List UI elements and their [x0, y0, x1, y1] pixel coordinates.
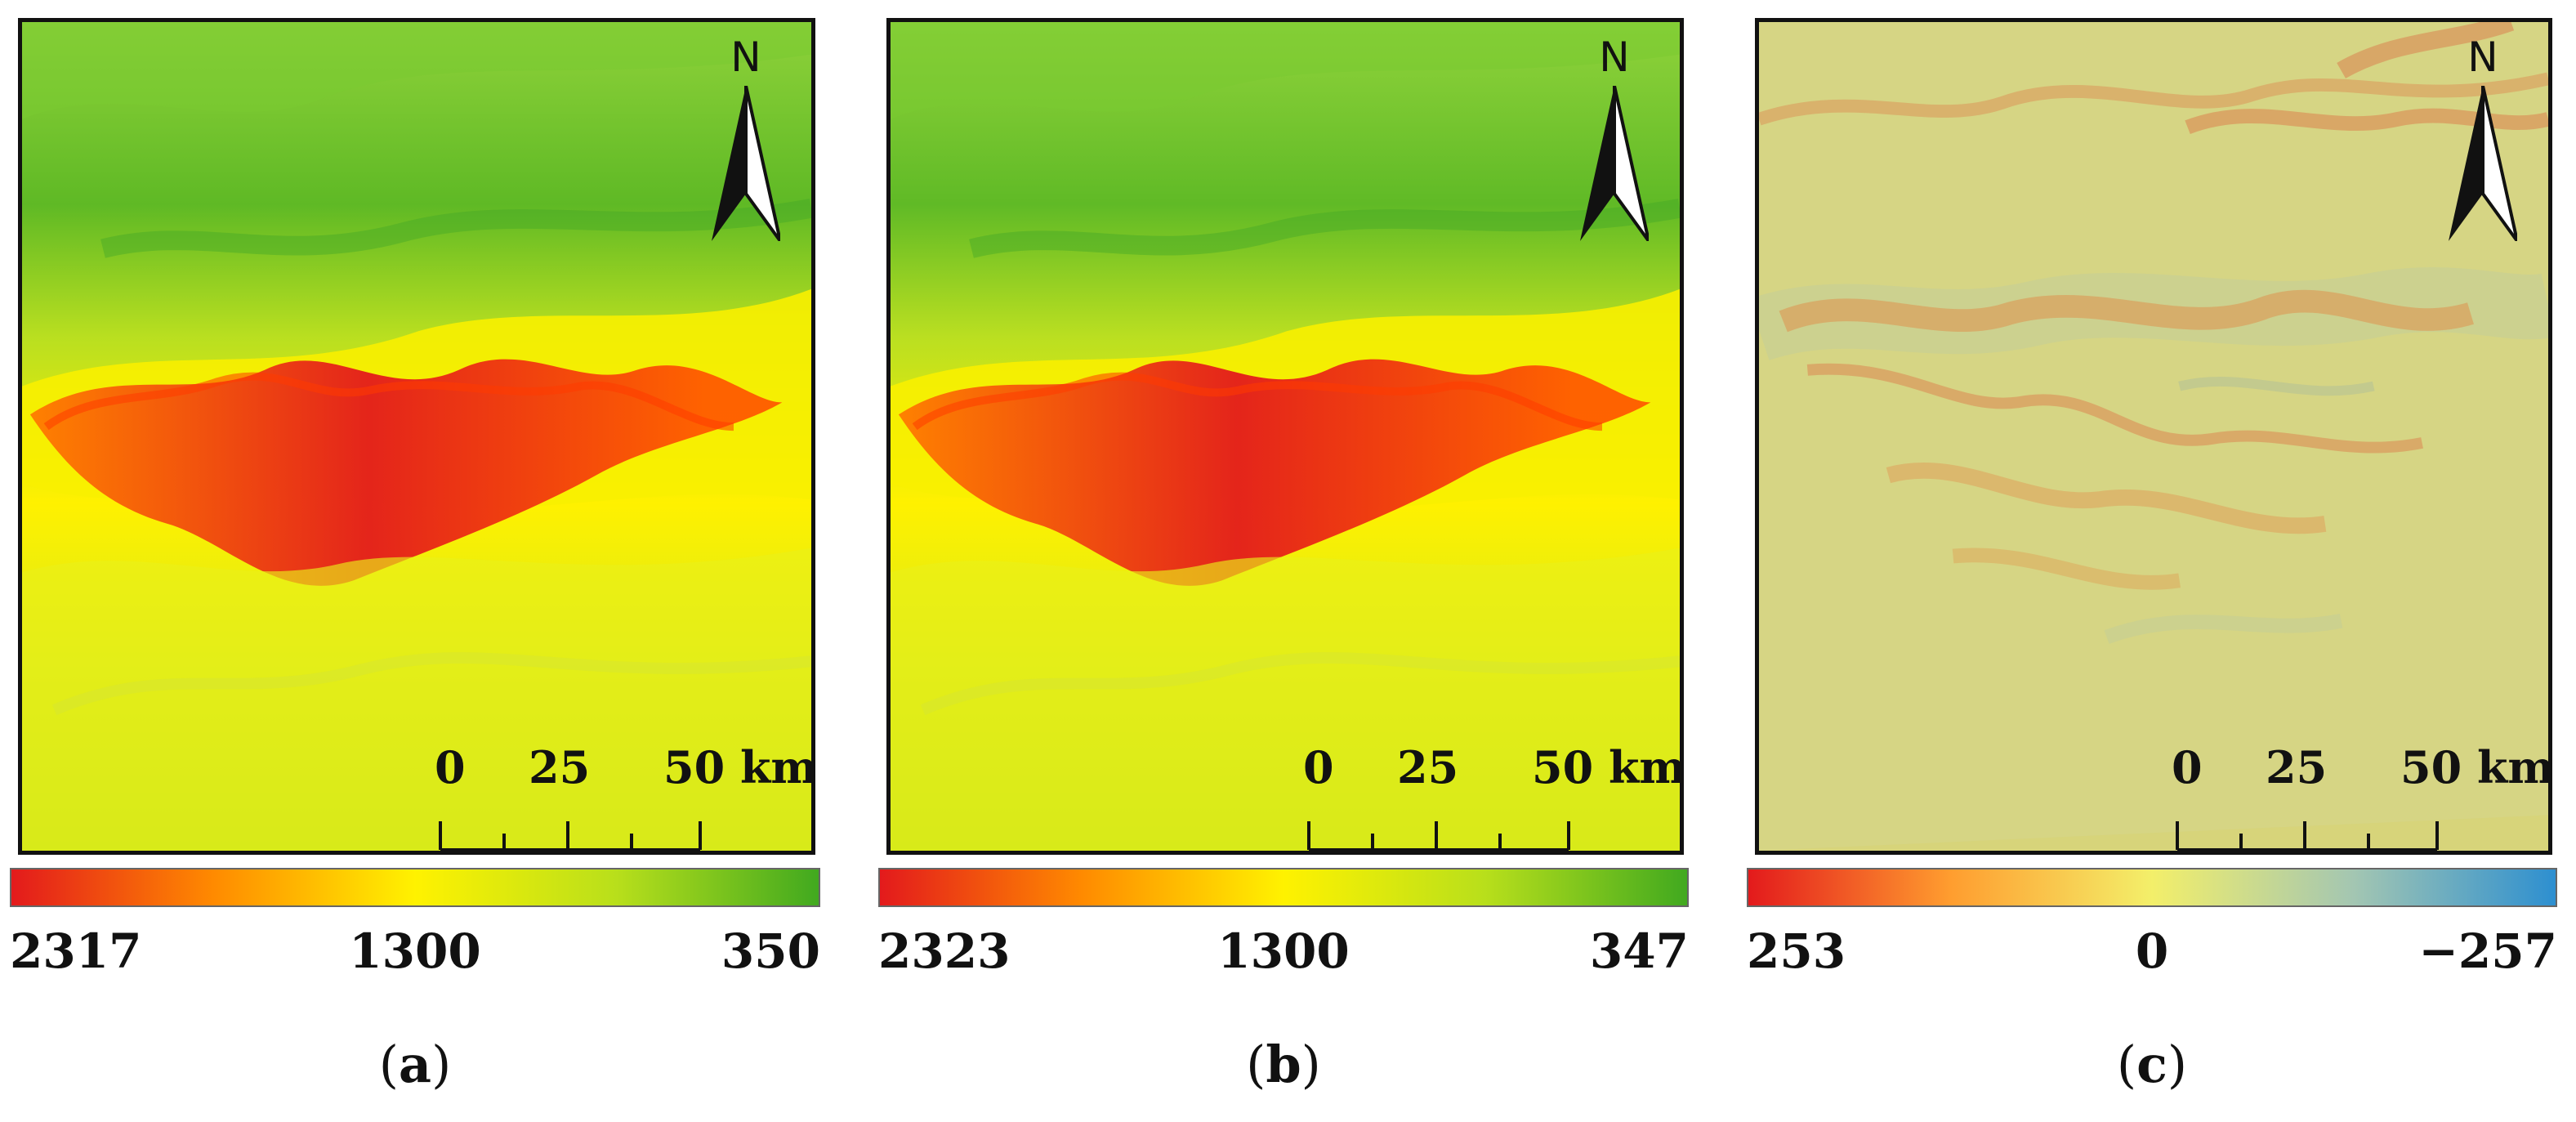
north-label-a: N	[730, 34, 761, 81]
legend-ticks-a: 2317 1300 350	[10, 928, 820, 985]
scale-ruler-c	[2176, 821, 2439, 851]
scale-bar-b: 0 25 50 km	[1299, 741, 1680, 851]
north-arrow-c: N	[2434, 37, 2532, 249]
legend-mid-a: 1300	[349, 923, 481, 979]
scale-bar-a: 0 25 50 km	[431, 741, 811, 851]
north-arrow-b: N	[1565, 37, 1663, 249]
north-label-c: N	[2467, 34, 2498, 81]
panel-letter-a: a	[398, 1035, 432, 1094]
legend-right-b: 347	[1589, 923, 1689, 979]
scale-label-25-a: 25	[529, 741, 591, 793]
legend-ticks-b: 2323 1300 347	[878, 928, 1689, 985]
map-frame-b: N 0 25 50 km	[886, 18, 1684, 855]
color-bar-b	[878, 868, 1689, 907]
scale-label-0-a: 0	[435, 741, 466, 793]
color-bar-a	[10, 868, 820, 907]
color-bar-c	[1747, 868, 2557, 907]
scale-label-25-b: 25	[1397, 741, 1459, 793]
scale-label-50-a: 50 km	[663, 741, 815, 793]
north-arrow-icon-b	[1580, 86, 1649, 241]
panel-c: N 0 25 50 km 253 0 −257 (c)	[1747, 18, 2564, 1105]
legend-left-b: 2323	[878, 923, 1011, 979]
map-frame-a: N 0 25 50 km	[18, 18, 815, 855]
scale-label-0-c: 0	[2172, 741, 2203, 793]
legend-left-a: 2317	[10, 923, 142, 979]
north-arrow-a: N	[697, 37, 795, 249]
scale-label-25-c: 25	[2266, 741, 2328, 793]
scale-ruler-b	[1307, 821, 1570, 851]
elevation-map-b	[891, 22, 1680, 851]
north-arrow-icon-c	[2449, 86, 2517, 241]
panel-a: N 0 25 50 km 2317 1300 350 (a)	[10, 18, 827, 1105]
scale-label-50-c: 50 km	[2400, 741, 2552, 793]
difference-map-c	[1759, 22, 2548, 851]
north-label-b: N	[1599, 34, 1630, 81]
elevation-map-a	[22, 22, 811, 851]
legend-mid-b: 1300	[1217, 923, 1350, 979]
legend-right-c: −257	[2418, 923, 2557, 979]
panel-b: N 0 25 50 km 2323 1300 347 (b)	[878, 18, 1695, 1105]
panel-letter-b: b	[1266, 1035, 1301, 1094]
panel-caption-a: (a)	[378, 1035, 452, 1094]
panel-letter-c: c	[2136, 1035, 2168, 1094]
legend-mid-c: 0	[2135, 923, 2169, 979]
panel-caption-c: (c)	[2116, 1035, 2188, 1094]
legend-ticks-c: 253 0 −257	[1747, 928, 2557, 985]
map-frame-c: N 0 25 50 km	[1755, 18, 2552, 855]
legend-right-a: 350	[721, 923, 820, 979]
scale-bar-c: 0 25 50 km	[2168, 741, 2548, 851]
north-arrow-icon-a	[712, 86, 780, 241]
scale-label-0-b: 0	[1303, 741, 1334, 793]
panel-caption-b: (b)	[1246, 1035, 1321, 1094]
scale-ruler-a	[439, 821, 702, 851]
scale-label-50-b: 50 km	[1532, 741, 1684, 793]
legend-left-c: 253	[1747, 923, 1846, 979]
